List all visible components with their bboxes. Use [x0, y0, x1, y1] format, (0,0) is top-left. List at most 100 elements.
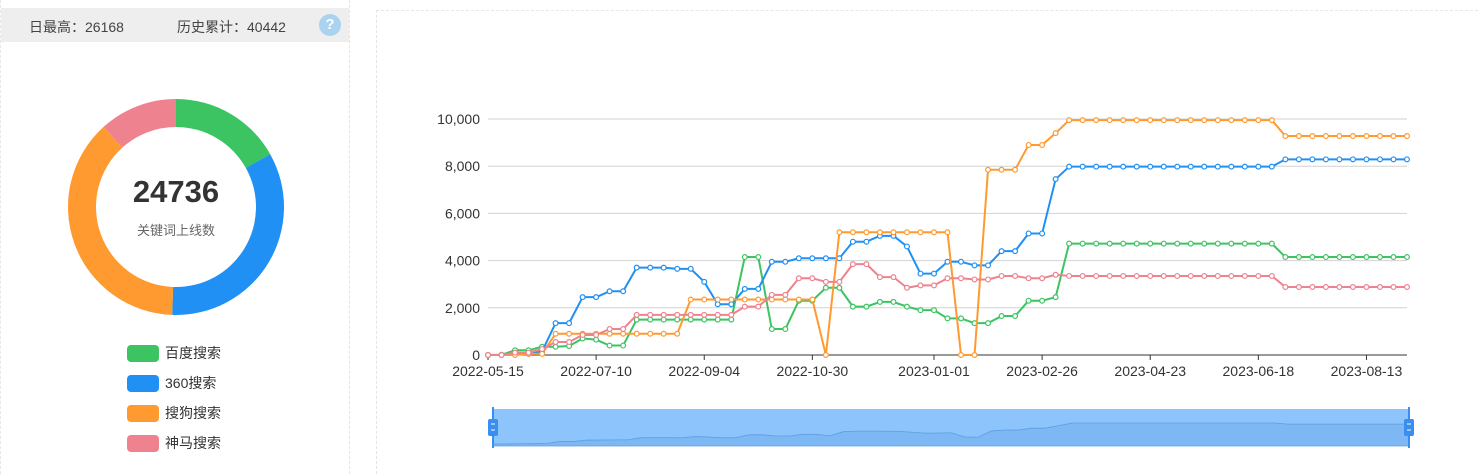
data-point[interactable] [647, 311, 654, 318]
data-point[interactable] [552, 339, 559, 346]
data-point[interactable] [1174, 163, 1181, 170]
data-point[interactable] [714, 311, 721, 318]
data-point[interactable] [566, 330, 573, 337]
data-point[interactable] [1079, 163, 1086, 170]
data-point[interactable] [755, 303, 762, 310]
legend-item-shenma[interactable]: 神马搜索 [127, 428, 221, 458]
data-point[interactable] [1336, 156, 1343, 163]
data-point[interactable] [1120, 240, 1127, 247]
data-point[interactable] [701, 278, 708, 285]
data-point[interactable] [714, 296, 721, 303]
data-point[interactable] [944, 229, 951, 236]
data-point[interactable] [579, 294, 586, 301]
data-point[interactable] [1066, 272, 1073, 279]
data-point[interactable] [863, 303, 870, 310]
data-point[interactable] [1160, 117, 1167, 124]
data-point[interactable] [606, 326, 613, 333]
data-point[interactable] [876, 229, 883, 236]
data-point[interactable] [944, 275, 951, 282]
data-point[interactable] [606, 330, 613, 337]
data-point[interactable] [1133, 272, 1140, 279]
data-point[interactable] [782, 258, 789, 265]
data-point[interactable] [755, 296, 762, 303]
data-point[interactable] [1066, 163, 1073, 170]
data-point[interactable] [1295, 254, 1302, 261]
data-point[interactable] [1268, 117, 1275, 124]
data-point[interactable] [1363, 254, 1370, 261]
data-point[interactable] [971, 352, 978, 359]
data-point[interactable] [903, 243, 910, 250]
data-point[interactable] [863, 229, 870, 236]
data-point[interactable] [552, 330, 559, 337]
data-point[interactable] [1079, 272, 1086, 279]
data-point[interactable] [1322, 284, 1329, 291]
data-point[interactable] [1174, 117, 1181, 124]
data-point[interactable] [1241, 272, 1248, 279]
data-point[interactable] [822, 352, 829, 359]
data-point[interactable] [539, 350, 546, 357]
data-point[interactable] [809, 275, 816, 282]
data-point[interactable] [593, 331, 600, 338]
data-point[interactable] [944, 315, 951, 322]
data-point[interactable] [998, 313, 1005, 320]
data-point[interactable] [1106, 272, 1113, 279]
data-point[interactable] [1093, 240, 1100, 247]
data-point[interactable] [1093, 117, 1100, 124]
data-point[interactable] [498, 352, 505, 359]
data-point[interactable] [1187, 117, 1194, 124]
data-point[interactable] [1106, 117, 1113, 124]
data-point[interactable] [917, 282, 924, 289]
data-point[interactable] [687, 311, 694, 318]
data-point[interactable] [903, 303, 910, 310]
data-point[interactable] [1039, 141, 1046, 148]
data-point[interactable] [1093, 163, 1100, 170]
data-point[interactable] [1363, 284, 1370, 291]
data-point[interactable] [728, 296, 735, 303]
data-point[interactable] [566, 320, 573, 327]
data-point[interactable] [1255, 117, 1262, 124]
data-point[interactable] [728, 316, 735, 323]
data-point[interactable] [687, 265, 694, 272]
data-point[interactable] [552, 320, 559, 327]
zoom-handle-grip[interactable] [488, 419, 498, 436]
data-point[interactable] [1390, 254, 1397, 261]
data-point[interactable] [512, 349, 519, 356]
data-point[interactable] [1052, 294, 1059, 301]
data-point[interactable] [620, 342, 627, 349]
data-point[interactable] [971, 276, 978, 283]
data-point[interactable] [674, 330, 681, 337]
data-point[interactable] [1052, 176, 1059, 183]
data-point[interactable] [1295, 156, 1302, 163]
data-point[interactable] [1376, 132, 1383, 139]
data-point[interactable] [1025, 141, 1032, 148]
data-point[interactable] [863, 238, 870, 245]
data-point[interactable] [863, 261, 870, 268]
data-point[interactable] [1228, 240, 1235, 247]
data-point[interactable] [660, 316, 667, 323]
data-point[interactable] [620, 288, 627, 295]
data-point[interactable] [633, 330, 640, 337]
data-point[interactable] [985, 166, 992, 173]
data-point[interactable] [1106, 240, 1113, 247]
data-point[interactable] [849, 229, 856, 236]
data-point[interactable] [1201, 272, 1208, 279]
data-point[interactable] [1039, 230, 1046, 237]
data-point[interactable] [971, 262, 978, 269]
data-point[interactable] [1228, 117, 1235, 124]
data-point[interactable] [1322, 156, 1329, 163]
data-point[interactable] [741, 296, 748, 303]
data-point[interactable] [741, 285, 748, 292]
data-point[interactable] [647, 264, 654, 271]
data-point[interactable] [484, 352, 491, 359]
data-point[interactable] [1255, 240, 1262, 247]
data-point[interactable] [1322, 254, 1329, 261]
data-point[interactable] [741, 303, 748, 310]
data-point[interactable] [958, 258, 965, 265]
data-point[interactable] [1147, 163, 1154, 170]
data-point[interactable] [1363, 132, 1370, 139]
data-point[interactable] [1093, 272, 1100, 279]
data-point[interactable] [958, 275, 965, 282]
donut-slice-3[interactable] [103, 99, 176, 148]
data-point[interactable] [930, 270, 937, 277]
data-point[interactable] [701, 296, 708, 303]
